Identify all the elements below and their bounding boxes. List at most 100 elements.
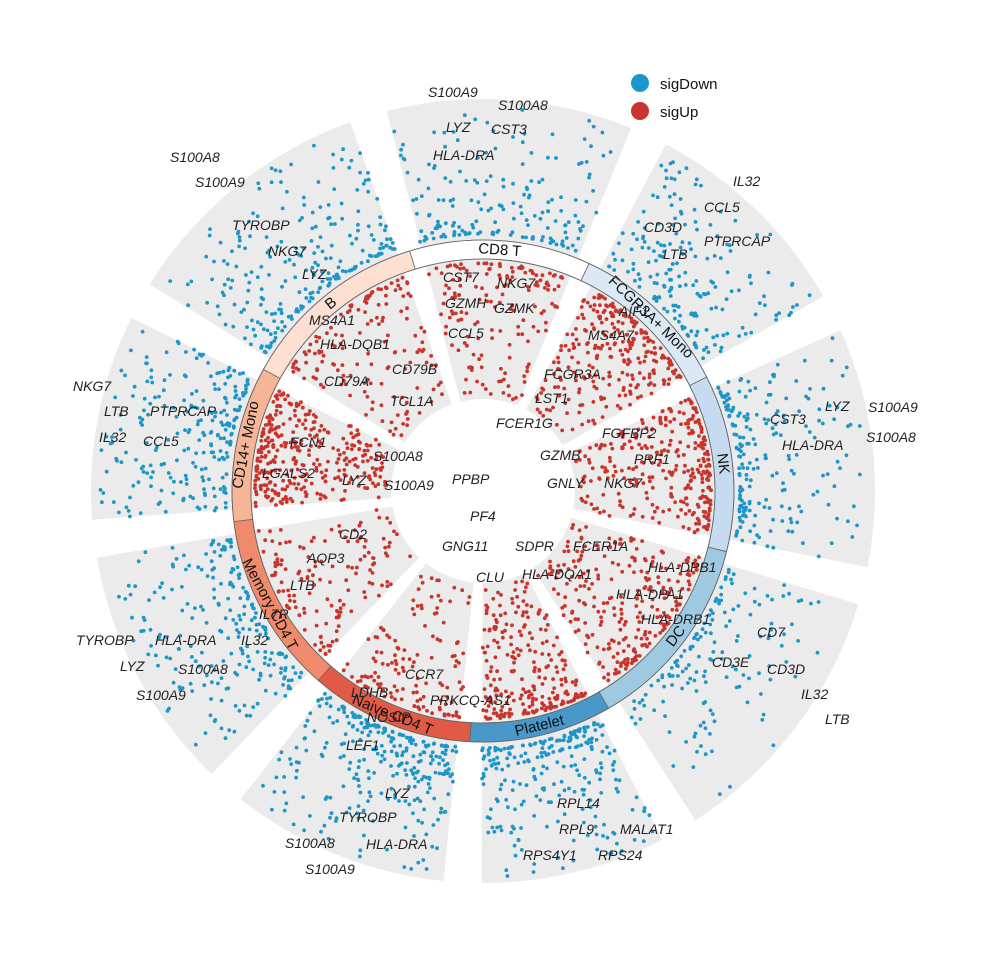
sigup-point: [640, 418, 644, 422]
sigdown-point: [442, 130, 447, 135]
sigup-point: [383, 551, 388, 556]
sigdown-point: [452, 220, 456, 225]
sigup-point: [699, 473, 704, 477]
sigdown-point: [467, 231, 472, 235]
sigdown-point: [433, 770, 438, 775]
sigup-point: [567, 348, 571, 353]
sigup-point: [640, 539, 645, 543]
sigup-point: [405, 409, 410, 414]
sigdown-point: [752, 523, 757, 528]
sigup-point: [559, 677, 564, 682]
sigup-point: [517, 629, 522, 634]
sigup-point: [584, 525, 588, 529]
sigdown-point: [581, 792, 586, 797]
sigdown-point: [352, 266, 357, 270]
sigdown-point: [194, 451, 199, 456]
sigdown-point: [481, 782, 486, 786]
sigup-point: [506, 711, 511, 715]
sigup-point: [610, 313, 615, 318]
sigup-point: [532, 660, 536, 664]
sigdown-point: [245, 325, 249, 329]
sigdown-point: [484, 150, 488, 155]
sigup-point: [335, 460, 339, 465]
sigup-point: [363, 674, 368, 679]
sigdown-point: [246, 288, 251, 293]
sigup-point: [673, 467, 678, 472]
sigdown-point: [284, 654, 289, 659]
sigdown-point: [348, 760, 353, 765]
sigup-point: [579, 536, 584, 541]
sigdown-point: [698, 723, 703, 728]
legend-swatch-sigup: [631, 102, 649, 120]
sigdown-point: [529, 151, 534, 155]
sigup-point: [484, 603, 489, 608]
sigdown-point: [251, 327, 256, 332]
sigup-point: [447, 315, 452, 320]
sigup-point: [498, 603, 502, 608]
sigdown-point: [427, 213, 431, 218]
sigdown-point: [546, 200, 551, 205]
sigdown-point: [392, 129, 397, 134]
sigdown-point: [571, 858, 576, 863]
sigup-point: [706, 452, 710, 457]
sigup-point: [445, 695, 450, 699]
sigdown-point: [384, 224, 388, 229]
sigdown-point: [469, 198, 474, 203]
sigdown-point: [510, 788, 515, 792]
sigup-point: [642, 343, 647, 348]
sigup-point: [399, 697, 404, 702]
sigdown-point: [232, 407, 237, 412]
sigup-point: [493, 655, 498, 660]
sigup-point: [700, 480, 705, 485]
sigdown-point: [547, 737, 552, 742]
sigdown-point: [204, 254, 209, 259]
sigup-point: [624, 635, 628, 640]
sigdown-point: [210, 418, 215, 423]
sigup-point: [585, 650, 590, 655]
sigdown-point: [216, 432, 220, 437]
sigdown-point: [809, 601, 813, 606]
sigup-point: [377, 442, 382, 447]
sigdown-point: [170, 546, 175, 550]
sigup-point: [634, 479, 639, 484]
sigup-point: [563, 343, 568, 348]
sigup-point: [339, 382, 344, 387]
sigup-point: [629, 539, 633, 543]
sigdown-point: [691, 283, 696, 288]
sigup-point: [590, 322, 594, 327]
sigdown-point: [815, 650, 820, 655]
sigup-point: [497, 300, 502, 305]
sigup-point: [287, 478, 292, 483]
sigup-point: [663, 415, 668, 420]
sigdown-point: [485, 120, 490, 125]
sigdown-point: [142, 618, 147, 622]
sigup-point: [497, 273, 502, 277]
sigdown-point: [195, 422, 200, 427]
sigdown-point: [573, 213, 578, 218]
sigup-point: [401, 669, 406, 673]
sigup-point: [267, 421, 272, 425]
sigdown-point: [163, 509, 168, 514]
sigdown-point: [223, 427, 228, 432]
sigdown-point: [647, 813, 652, 818]
sigup-point: [534, 697, 538, 702]
sigup-point: [430, 711, 434, 716]
sigup-point: [266, 461, 270, 466]
sigup-point: [485, 644, 490, 649]
sigup-point: [300, 405, 305, 410]
sigdown-point: [356, 804, 361, 808]
sigup-point: [547, 696, 552, 701]
sigdown-point: [279, 670, 283, 675]
gene-label-down-fcgr3a-mono: CCL5: [704, 199, 740, 215]
sigup-point: [282, 441, 287, 445]
sigup-point: [465, 343, 469, 348]
sigdown-point: [443, 144, 447, 149]
sigup-point: [659, 440, 664, 444]
sigdown-point: [104, 434, 109, 439]
sigdown-point: [139, 466, 144, 471]
gene-label-down-fcgr3a-mono: IL32: [733, 173, 760, 189]
sigdown-point: [226, 368, 231, 373]
sigup-point: [620, 370, 625, 375]
sigdown-point: [650, 829, 655, 834]
sigdown-point: [404, 773, 409, 777]
